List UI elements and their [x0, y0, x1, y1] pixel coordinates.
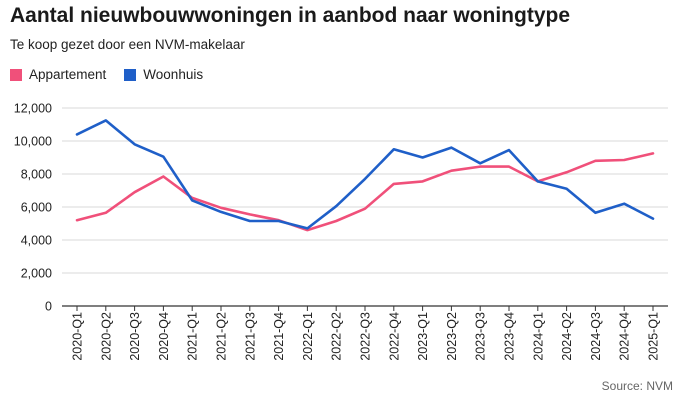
- chart-subtitle: Te koop gezet door een NVM-makelaar: [10, 37, 245, 52]
- y-tick-label: 12,000: [14, 102, 52, 116]
- x-tick-label: 2021-Q3: [243, 312, 257, 361]
- x-tick-label: 2025-Q1: [647, 312, 661, 361]
- legend: Appartement Woonhuis: [10, 67, 221, 82]
- y-tick-label: 4,000: [21, 234, 52, 248]
- legend-label-woonhuis: Woonhuis: [143, 67, 204, 82]
- x-tick-label: 2023-Q4: [503, 312, 517, 361]
- x-tick-label: 2021-Q4: [272, 312, 286, 361]
- x-tick-label: 2021-Q2: [215, 312, 229, 361]
- x-tick-label: 2022-Q4: [387, 312, 401, 361]
- x-tick-label: 2024-Q2: [560, 312, 574, 361]
- source-note: Source: NVM: [601, 379, 673, 393]
- y-tick-label: 6,000: [21, 201, 52, 215]
- x-tick-label: 2023-Q1: [416, 312, 430, 361]
- x-tick-label: 2022-Q2: [330, 312, 344, 361]
- legend-item-appartement: Appartement: [10, 67, 106, 82]
- x-tick-label: 2020-Q4: [157, 312, 171, 361]
- y-tick-label: 2,000: [21, 267, 52, 281]
- x-tick-label: 2020-Q2: [99, 312, 113, 361]
- x-tick-label: 2024-Q4: [618, 312, 632, 361]
- chart-title: Aantal nieuwbouwwoningen in aanbod naar …: [10, 4, 571, 27]
- y-tick-label: 10,000: [14, 135, 52, 149]
- y-tick-label: 8,000: [21, 168, 52, 182]
- x-tick-label: 2021-Q1: [186, 312, 200, 361]
- legend-swatch-appartement: [10, 68, 22, 81]
- x-tick-label: 2020-Q3: [128, 312, 142, 361]
- x-tick-label: 2024-Q1: [531, 312, 545, 361]
- x-tick-label: 2023-Q2: [445, 312, 459, 361]
- x-tick-label: 2020-Q1: [71, 312, 85, 361]
- x-tick-label: 2024-Q3: [589, 312, 603, 361]
- y-tick-label: 0: [45, 300, 52, 314]
- series-line-appartement: [75, 152, 655, 232]
- legend-label-appartement: Appartement: [29, 67, 107, 82]
- x-tick-label: 2022-Q1: [301, 312, 315, 361]
- legend-item-woonhuis: Woonhuis: [124, 67, 203, 82]
- series-line-woonhuis: [75, 119, 655, 230]
- legend-swatch-woonhuis: [124, 68, 137, 81]
- x-tick-label: 2022-Q3: [359, 312, 373, 361]
- x-tick-label: 2023-Q3: [474, 312, 488, 361]
